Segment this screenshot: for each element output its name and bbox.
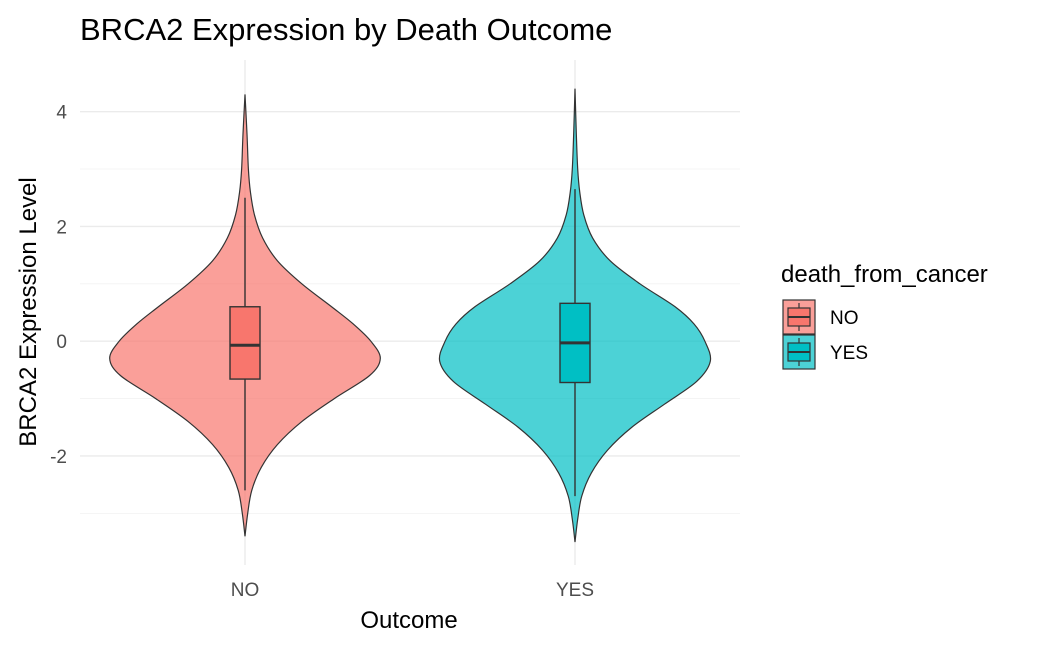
y-tick-label: 2 <box>56 217 67 238</box>
legend-item-yes: YES <box>782 334 868 370</box>
box-no <box>229 306 261 380</box>
y-tick-label: 4 <box>56 103 67 124</box>
legend-title: death_from_cancer <box>781 261 988 288</box>
violin-group-no <box>109 94 381 537</box>
x-axis-title: Outcome <box>360 607 457 634</box>
legend-label-yes: YES <box>830 343 868 364</box>
x-tick-label: NO <box>231 580 260 601</box>
x-tick-label: YES <box>556 580 594 601</box>
y-axis-title: BRCA2 Expression Level <box>15 177 42 446</box>
y-tick-label: -2 <box>50 447 67 468</box>
legend-label-no: NO <box>830 308 859 329</box>
y-ticks: -2 0 2 4 <box>50 103 67 468</box>
legend-item-no: NO <box>782 299 859 335</box>
chart-title: BRCA2 Expression by Death Outcome <box>80 12 612 47</box>
legend: death_from_cancer NO YES <box>781 261 988 370</box>
y-tick-label: 0 <box>56 332 67 353</box>
x-ticks: NO YES <box>231 580 594 601</box>
violins <box>109 88 712 543</box>
violin-group-yes <box>438 88 712 543</box>
